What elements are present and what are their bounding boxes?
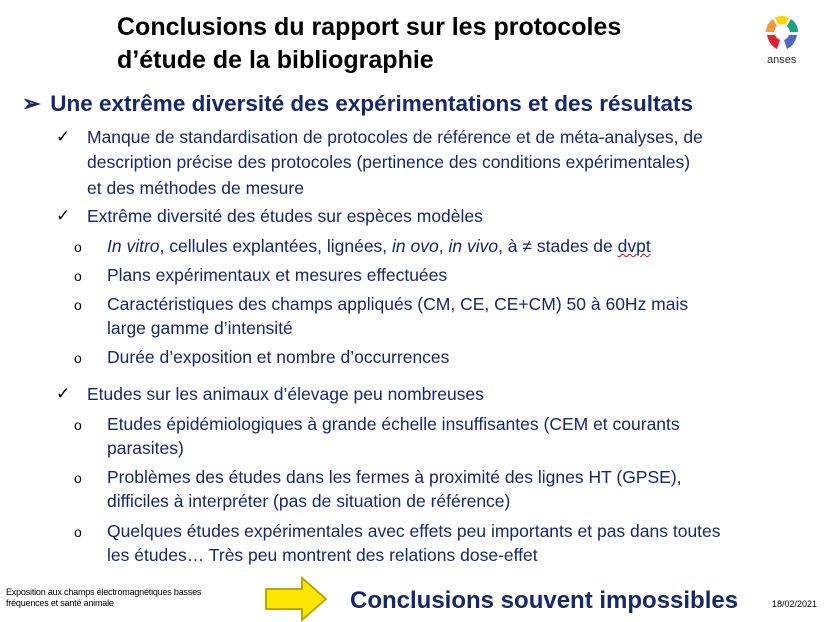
sub-bullet-icon: o — [74, 470, 82, 486]
yellow-arrow-icon — [265, 576, 328, 622]
text-segment: in ovo — [392, 236, 439, 256]
sub-point-text: parasites) — [107, 438, 184, 458]
point-text: Manque de standardisation de protocoles … — [87, 127, 703, 147]
arrow-bullet-icon: ➢ — [22, 91, 41, 116]
sub-point-text: large gamme d’intensité — [107, 318, 293, 338]
text-segment: dvpt — [617, 236, 651, 256]
slide-title-line2: d’étude de la bibliographie — [117, 46, 434, 74]
sub-point-text: Plans expérimentaux et mesures effectuée… — [107, 265, 448, 285]
sub-point-text: Durée d’exposition et nombre d’occurrenc… — [107, 347, 450, 367]
sub-point-text: Caractéristiques des champs appliqués (C… — [107, 294, 689, 314]
point-text: description précise des protocoles (pert… — [87, 152, 691, 172]
footer-caption: Exposition aux champs électromagnétiques… — [6, 587, 201, 609]
text-segment: In vitro — [107, 236, 160, 256]
sub-bullet-icon: o — [74, 239, 82, 255]
text-segment: in vivo — [448, 236, 499, 256]
sub-point-text: Problèmes des études dans les fermes à p… — [107, 467, 682, 487]
sub-bullet-icon: o — [74, 417, 82, 433]
sub-bullet-icon: o — [74, 297, 82, 313]
main-heading: ➢ Une extrême diversité des expérimentat… — [22, 91, 693, 117]
sub-bullet-icon: o — [74, 350, 82, 366]
text-segment: , cellules explantées, lignées, — [159, 236, 393, 256]
heading-text: Une extrême diversité des expérimentatio… — [50, 91, 694, 116]
checkmark-icon: ✓ — [56, 384, 71, 403]
slide-title-line1: Conclusions du rapport sur les protocole… — [117, 13, 622, 41]
sub-bullet-icon: o — [74, 524, 82, 540]
text-segment: , — [438, 236, 449, 256]
sub-point-text: les études… Très peu montrent des relati… — [107, 545, 538, 565]
point-text: et des méthodes de mesure — [87, 178, 304, 198]
slide-date: 18/02/2021 — [772, 599, 818, 609]
checkmark-icon: ✓ — [56, 206, 71, 225]
checkmark-icon: ✓ — [56, 127, 71, 146]
footer-line: fréquences et santé animale — [6, 598, 114, 608]
point-text: Extrême diversité des études sur espèces… — [87, 206, 483, 226]
sub-point-text: difficiles à interpréter (pas de situati… — [107, 491, 511, 511]
sub-point-text: Etudes épidémiologiques à grande échelle… — [107, 414, 680, 434]
sub-bullet-icon: o — [74, 268, 82, 284]
logo-text: anses — [767, 54, 797, 66]
sub-point-text: In vitro, cellules explantées, lignées, … — [107, 234, 651, 258]
sub-point-text: Quelques études expérimentales avec effe… — [107, 521, 721, 541]
point-text: Etudes sur les animaux d’élevage peu nom… — [87, 384, 484, 404]
anses-logo-icon — [766, 16, 798, 49]
text-segment: , à ≠ stades de — [498, 236, 618, 256]
footer-line: Exposition aux champs électromagnétiques… — [6, 587, 202, 597]
conclusion-text: Conclusions souvent impossibles — [350, 587, 739, 614]
